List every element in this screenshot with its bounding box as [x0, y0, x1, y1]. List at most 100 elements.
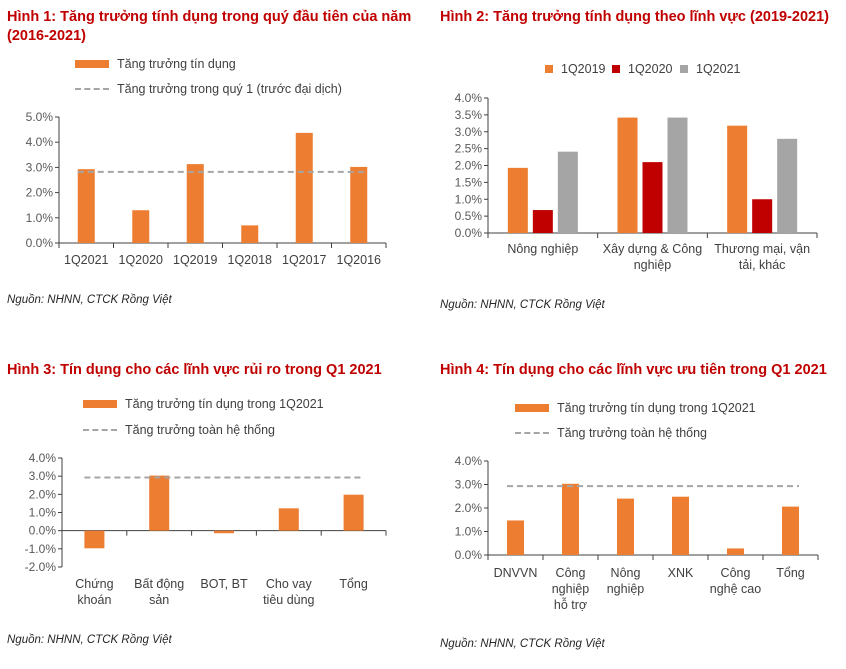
category-label: DNVVN: [493, 566, 538, 580]
chart3-legend-bar: Tăng trưởng tín dụng trong 1Q2021: [83, 397, 324, 411]
bar-x-y-d-ng-c-ng-nghi-p: [642, 162, 663, 233]
bar-1q2021: [77, 169, 95, 243]
legend-dash: [515, 432, 549, 434]
chart1-title: Hình 1: Tăng trưởng tính dụng trong quý …: [7, 9, 412, 44]
y-tick-label: 2.0%: [26, 186, 54, 200]
chart1-legend-bar: Tăng trưởng tín dụng: [75, 57, 236, 71]
y-tick-label: 4.0%: [29, 451, 57, 465]
category-label: Nông nghiệp: [507, 242, 579, 256]
category-label: 1Q2021: [64, 253, 109, 267]
legend-dash: [83, 429, 117, 431]
bar-n-ng-nghi-p: [532, 210, 553, 233]
legend-label: 1Q2020: [628, 62, 673, 76]
bar-1q2020: [132, 210, 150, 243]
chart1-legend-line: Tăng trưởng trong quý 1 (trước đại dịch): [75, 82, 342, 96]
chart4-source: Nguồn: NHNN, CTCK Rồng Việt: [440, 638, 605, 650]
y-tick-label: 0.5%: [455, 209, 483, 223]
y-tick-label: -1.0%: [25, 542, 57, 556]
y-tick-label: 4.0%: [455, 454, 483, 468]
y-tick-label: 1.0%: [455, 525, 483, 539]
bar-1q2016: [350, 166, 368, 243]
y-tick-label: 2.5%: [455, 142, 483, 156]
category-label: 1Q2016: [336, 253, 381, 267]
bar-th-ng-m-i-v-n-t-i-kh-c: [777, 138, 798, 233]
bar-t-ng: [782, 506, 799, 555]
category-label: XNK: [667, 566, 694, 580]
chart2-title: Hình 2: Tăng trưởng tính dụng theo lĩnh …: [440, 9, 830, 25]
bar-n-ng-nghi-p: [617, 498, 634, 555]
bar-cho-vay-ti-u-d-ng: [278, 508, 299, 531]
y-tick-label: 1.5%: [455, 175, 483, 189]
legend-label: Tăng trưởng tín dụng trong 1Q2021: [557, 401, 756, 415]
bar-t-ng: [343, 494, 364, 531]
chart3-source: Nguồn: NHNN, CTCK Rồng Việt: [7, 634, 172, 646]
legend-label: Tăng trưởng toàn hệ thống: [557, 426, 707, 440]
y-tick-label: 3.0%: [455, 125, 483, 139]
y-tick-label: 0.0%: [29, 524, 57, 538]
bar-n-ng-nghi-p: [557, 151, 578, 233]
y-tick-label: 0.0%: [455, 548, 483, 562]
y-tick-label: 2.0%: [29, 487, 57, 501]
y-tick-label: -2.0%: [25, 560, 57, 574]
category-label: Thương mại, vận tải, khác: [714, 242, 811, 272]
y-tick-label: 1.0%: [26, 211, 54, 225]
bar-ch-ng-kho-n: [84, 530, 105, 549]
legend-label: 1Q2021: [696, 62, 741, 76]
category-label: Tổng: [776, 566, 805, 580]
legend-swatch: [545, 65, 553, 73]
bar-dnvvn: [507, 520, 524, 555]
y-tick-label: 2.0%: [455, 159, 483, 173]
y-tick-label: 0.0%: [455, 226, 483, 240]
chart1-source: Nguồn: NHNN, CTCK Rồng Việt: [7, 294, 172, 306]
chart3-legend-line: Tăng trưởng toàn hệ thống: [83, 423, 275, 437]
bar-1q2017: [295, 132, 313, 243]
category-label: Tổng: [339, 577, 368, 591]
y-tick-label: 4.0%: [455, 91, 483, 105]
bar-c-ng-ngh-cao: [727, 548, 744, 555]
legend-label: Tăng trưởng tín dụng trong 1Q2021: [125, 397, 324, 411]
bar-1q2019: [186, 164, 204, 243]
bar-th-ng-m-i-v-n-t-i-kh-c: [752, 199, 773, 233]
category-label: 1Q2017: [282, 253, 327, 267]
legend-dash: [75, 88, 109, 90]
y-tick-label: 3.5%: [455, 108, 483, 122]
bar-n-ng-nghi-p: [507, 167, 528, 233]
y-tick-label: 1.0%: [455, 192, 483, 206]
chart3-title: Hình 3: Tín dụng cho các lĩnh vực rủi ro…: [7, 362, 382, 378]
bar-th-ng-m-i-v-n-t-i-kh-c: [727, 125, 748, 233]
bar-x-y-d-ng-c-ng-nghi-p: [667, 117, 688, 233]
chart2-legend-1q2020: 1Q2020: [612, 62, 672, 76]
legend-swatch: [680, 65, 688, 73]
bar-bot-bt: [214, 530, 234, 534]
legend-label: Tăng trưởng tín dụng: [117, 57, 236, 71]
y-tick-label: 0.0%: [26, 236, 54, 250]
category-label: Cho vay tiêu dùng: [263, 577, 315, 607]
y-tick-label: 3.0%: [29, 469, 57, 483]
y-tick-label: 4.0%: [26, 135, 54, 149]
chart2-source: Nguồn: NHNN, CTCK Rồng Việt: [440, 299, 605, 311]
bar-1q2018: [241, 225, 259, 243]
category-label: Xây dựng & Công nghiệp: [602, 242, 703, 272]
chart4-title: Hình 4: Tín dụng cho các lĩnh vực ưu tiê…: [440, 362, 827, 378]
chart2-legend-1q2021: 1Q2021: [680, 62, 740, 76]
bar-xnk: [672, 496, 689, 555]
bar-c-ng-nghi-p-h-tr-: [562, 483, 579, 555]
category-label: Bất động sản: [134, 577, 185, 607]
legend-label: 1Q2019: [561, 62, 606, 76]
category-label: 1Q2018: [227, 253, 272, 267]
y-tick-label: 3.0%: [26, 160, 54, 174]
category-label: 1Q2019: [173, 253, 218, 267]
category-label: Công nghệ cao: [709, 566, 762, 596]
chart2-legend-1q2019: 1Q2019: [545, 62, 605, 76]
category-label: Chứng khoán: [75, 577, 114, 607]
bar-b-t-ng-s-n: [149, 475, 170, 531]
category-label: Nông nghiệp: [606, 566, 645, 596]
y-tick-label: 5.0%: [26, 110, 54, 124]
legend-swatch: [83, 400, 117, 408]
y-tick-label: 1.0%: [29, 506, 57, 520]
category-label: 1Q2020: [118, 253, 163, 267]
bar-x-y-d-ng-c-ng-nghi-p: [617, 117, 638, 233]
legend-swatch: [515, 404, 549, 412]
